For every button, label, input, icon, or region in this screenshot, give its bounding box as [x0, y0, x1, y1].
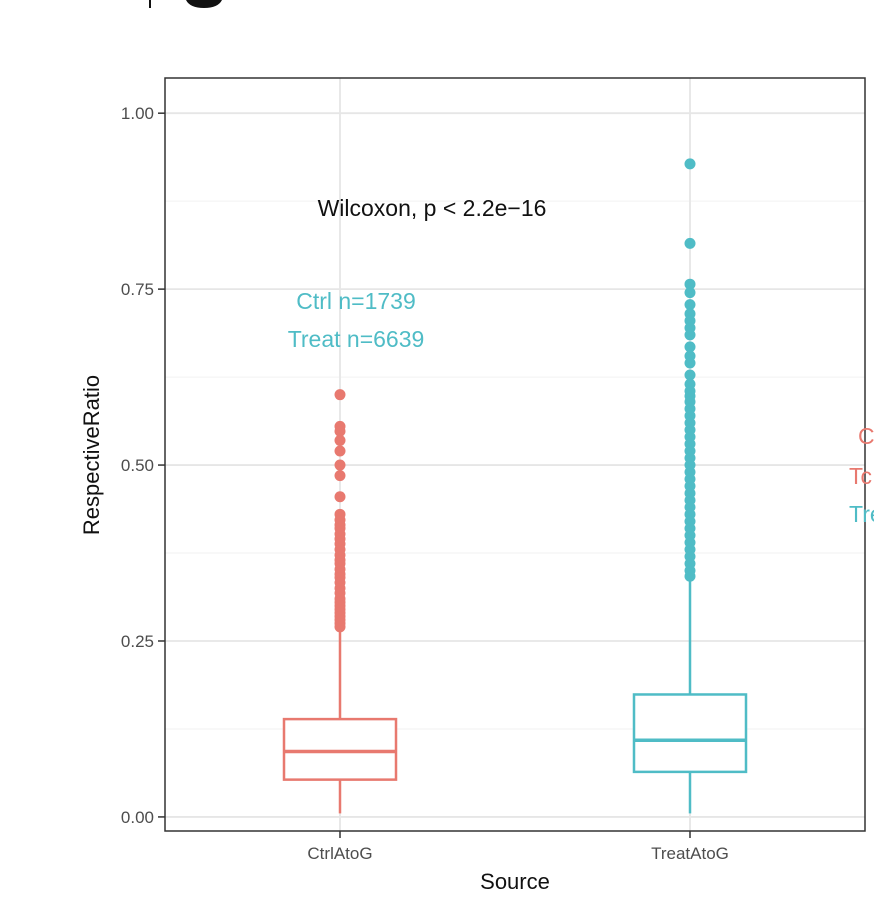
clipped-label-2: Tc [849, 463, 872, 489]
outlier-point [684, 341, 696, 353]
outlier-point [334, 470, 346, 482]
box-group-treatatog [632, 158, 748, 814]
top-clipped-mark-glyph [186, 0, 222, 8]
box-iqr [282, 717, 398, 781]
outlier-point [684, 570, 696, 582]
outlier-point [684, 278, 696, 290]
outlier-point [684, 237, 696, 249]
ctrl-count-label: Ctrl n=1739 [296, 288, 416, 314]
plot-panel-border [164, 77, 866, 832]
wilcoxon-test-label: Wilcoxon, p < 2.2e−16 [318, 195, 547, 221]
outlier-point [334, 491, 346, 503]
box-iqr [632, 693, 748, 774]
outlier-point [334, 445, 346, 457]
outlier-point [334, 621, 346, 633]
plot-panel-background [165, 78, 865, 831]
y-tick-label: 0.25 [121, 632, 154, 651]
y-axis-title: RespectiveRatio [79, 375, 104, 535]
y-tick-label: 0.00 [121, 808, 154, 827]
y-tick-label: 0.50 [121, 456, 154, 475]
y-tick-label: 0.75 [121, 280, 154, 299]
top-clipped-mark-bar [149, 0, 151, 8]
y-tick-label: 1.00 [121, 104, 154, 123]
outlier-point [684, 299, 696, 311]
y-axis: 0.00 0.25 0.50 0.75 1.00 [121, 104, 165, 827]
box-group-ctrlatog [282, 389, 398, 814]
outlier-point [684, 158, 696, 170]
x-axis: CtrlAtoG TreatAtoG [307, 831, 729, 863]
x-tick-label: CtrlAtoG [307, 844, 372, 863]
outlier-point [334, 425, 346, 437]
x-axis-title: Source [480, 869, 550, 894]
x-tick-label: TreatAtoG [651, 844, 729, 863]
box-series [282, 158, 748, 814]
outlier-point [684, 287, 696, 299]
outlier-point [684, 357, 696, 369]
outlier-point [334, 389, 346, 401]
outlier-point [684, 369, 696, 381]
clipped-label-3: Tre [849, 501, 874, 527]
outlier-point [334, 459, 346, 471]
clipped-label-1: C [858, 423, 874, 449]
treat-count-label: Treat n=6639 [288, 326, 425, 352]
outlier-point [684, 329, 696, 341]
outlier-point [334, 434, 346, 446]
